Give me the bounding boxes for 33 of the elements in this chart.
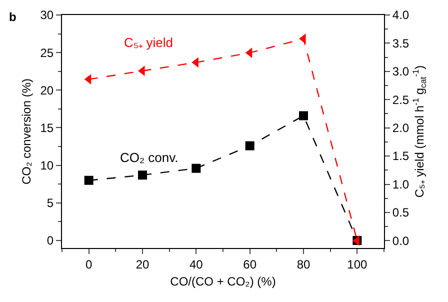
point (245, 141, 254, 150)
x-axis-title: CO/(CO + CO₂) (%) (170, 274, 276, 288)
y2-tick-label: 0.5 (392, 206, 410, 220)
y-tick-label: 15 (40, 120, 54, 135)
x-tick-label: 0 (85, 257, 92, 272)
y-tick-label: 20 (40, 83, 54, 98)
y2-tick-label: 4.0 (392, 8, 410, 22)
text: b (9, 10, 16, 24)
y2-tick-label: 3.5 (392, 36, 410, 50)
point (192, 164, 201, 173)
y2-tick-label: 0.0 (392, 234, 410, 248)
y2-tick-label: 2.0 (392, 121, 410, 136)
y-axis-title: CO₂ conversion (%) (20, 78, 34, 185)
x-tick-label: 100 (347, 257, 368, 272)
y2-tick-label: 1.0 (392, 177, 410, 192)
x-tick-label: 40 (189, 257, 204, 272)
y2-tick-label: 3.0 (392, 64, 410, 79)
x-tick-label: 80 (296, 257, 310, 272)
point (84, 176, 94, 185)
series-label: C₅₊ yield (124, 35, 173, 50)
y-tick-label: 0 (46, 234, 54, 248)
y2-tick-label: 2.5 (392, 92, 410, 107)
y-tick-label: 5 (46, 196, 54, 210)
y-tick-label: 30 (40, 8, 54, 22)
point (245, 48, 252, 58)
x-tick-label: 20 (136, 257, 150, 272)
x-tick-label: 60 (243, 257, 257, 272)
y2-tick-label: 1.5 (392, 149, 410, 164)
y-tick-label: 10 (40, 158, 54, 173)
series-label: CO₂ conv. (120, 150, 178, 165)
point (138, 170, 147, 180)
y-tick-label: 25 (40, 46, 54, 60)
point (299, 111, 308, 120)
